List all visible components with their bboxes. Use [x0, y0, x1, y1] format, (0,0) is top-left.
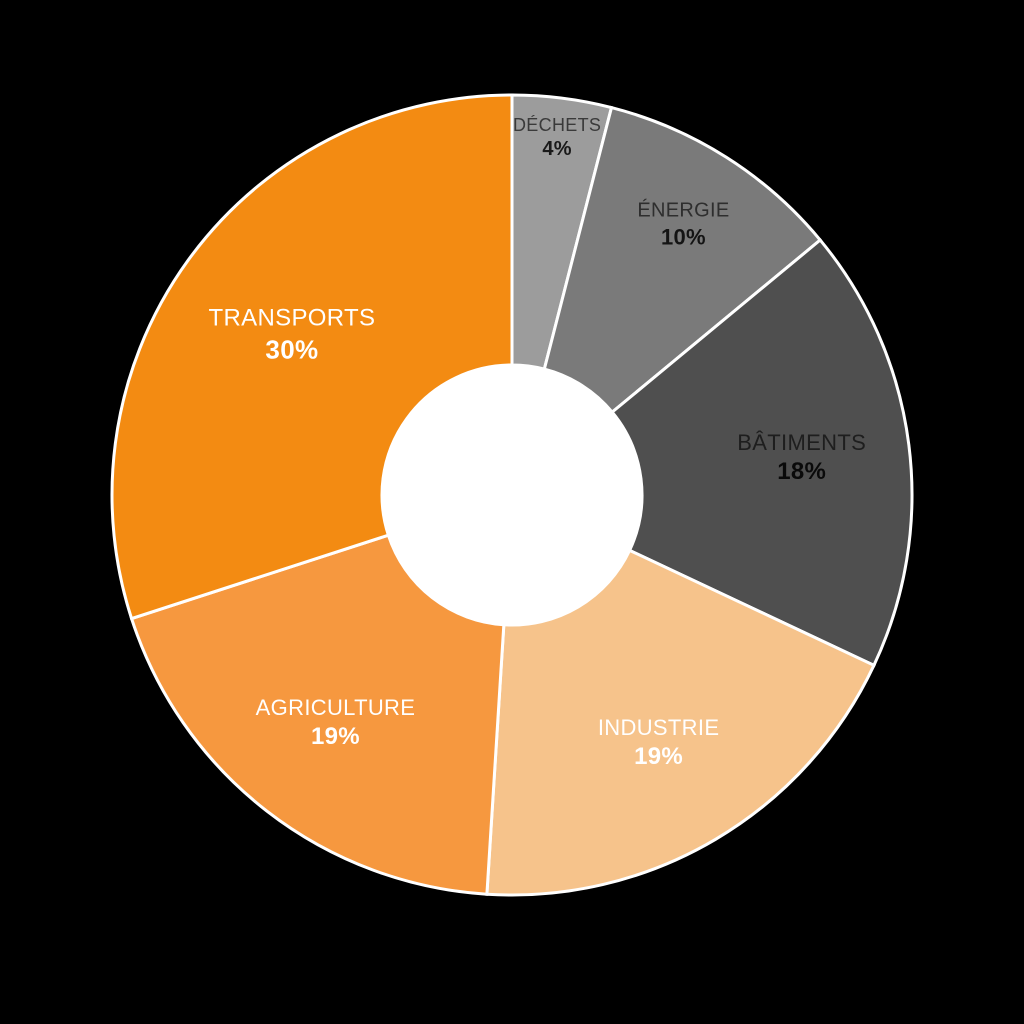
donut-svg	[0, 0, 1024, 1024]
donut-chart: DÉCHETS4%ÉNERGIE10%BÂTIMENTS18%INDUSTRIE…	[0, 0, 1024, 1024]
donut-hole	[382, 365, 642, 625]
